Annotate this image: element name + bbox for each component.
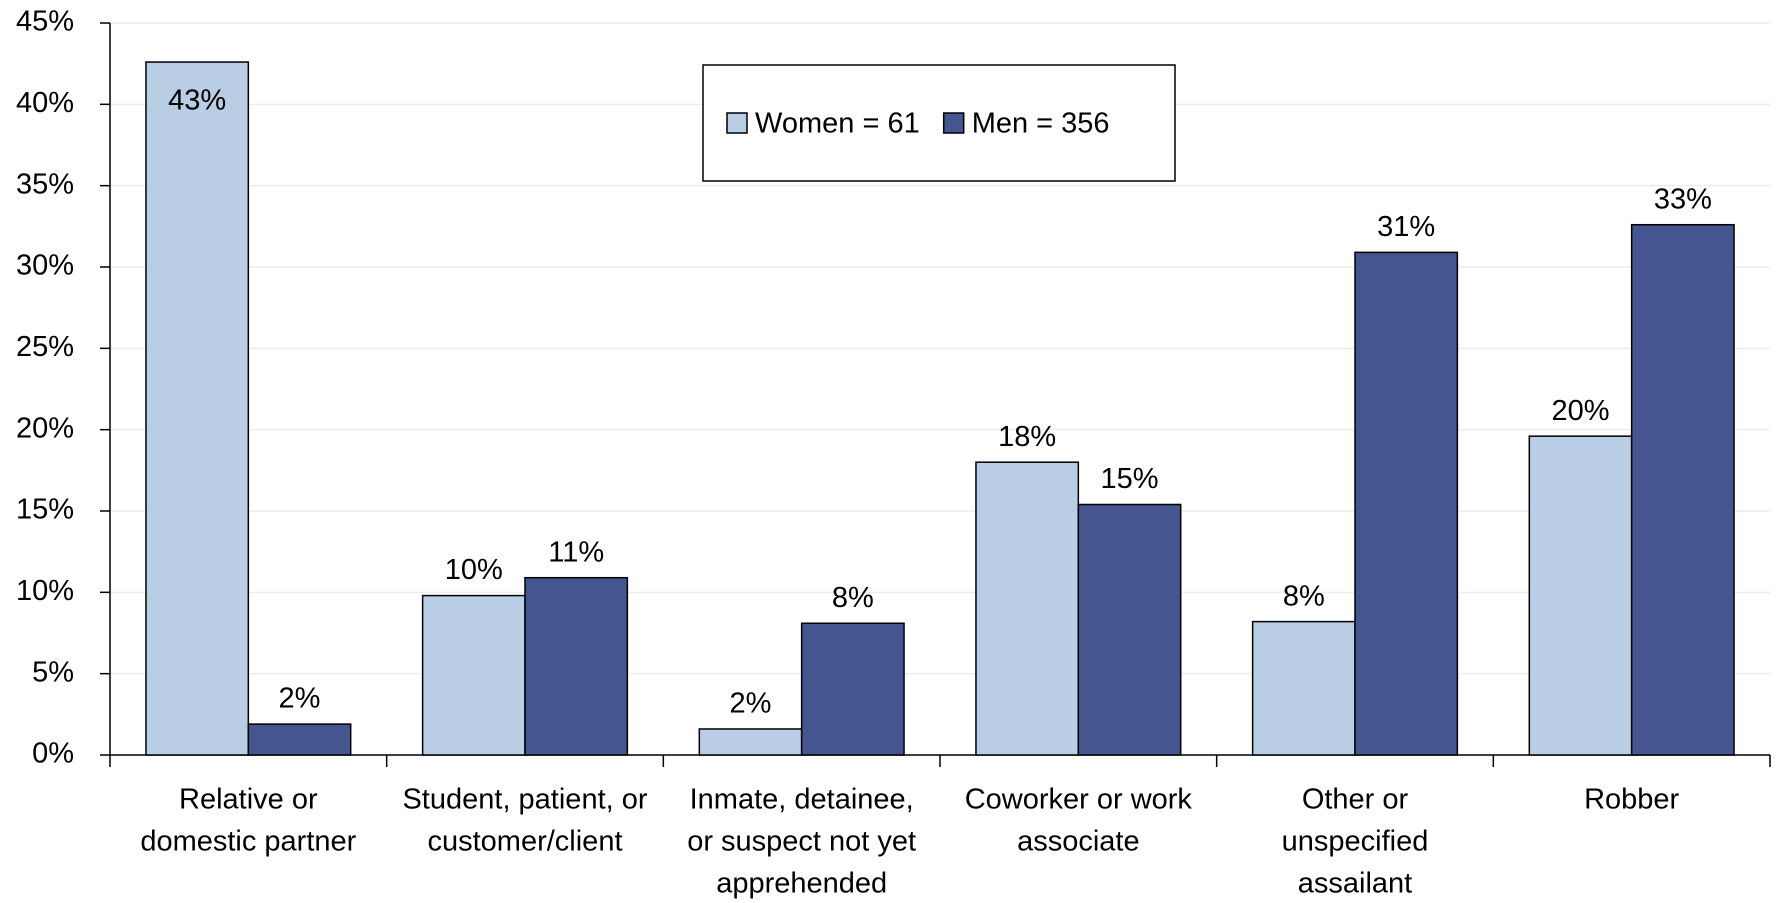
data-label: 11% — [548, 536, 604, 568]
data-label: 31% — [1377, 211, 1435, 243]
bar — [145, 61, 250, 756]
bar — [1354, 251, 1459, 756]
data-label: 18% — [998, 421, 1056, 453]
x-tick-label: Other or — [1302, 784, 1409, 816]
y-tick-label: 40% — [16, 87, 74, 119]
bar — [800, 622, 905, 756]
y-tick-label: 0% — [32, 738, 74, 770]
data-label: 10% — [445, 554, 503, 586]
x-tick-label: or suspect not yet — [687, 826, 916, 858]
x-tick-label: unspecified — [1282, 826, 1429, 858]
x-tick-label: Inmate, detainee, — [690, 784, 914, 816]
y-tick-label: 35% — [16, 168, 74, 200]
bar — [698, 728, 803, 756]
data-label: 8% — [1283, 580, 1325, 612]
x-tick-label: Robber — [1584, 784, 1679, 816]
data-label: 2% — [279, 683, 321, 715]
x-tick-label: Student, patient, or — [402, 784, 647, 816]
bar — [1251, 620, 1356, 756]
legend-box — [702, 64, 1176, 182]
data-label: 43% — [168, 85, 226, 117]
y-tick-label: 5% — [32, 656, 74, 688]
legend-label: Women = 61 — [755, 108, 920, 140]
bar — [1630, 223, 1735, 756]
x-tick-label: Coworker or work — [965, 784, 1193, 816]
legend-swatch — [942, 112, 965, 134]
data-label: 2% — [730, 688, 772, 720]
legend-swatch — [726, 112, 748, 134]
x-tick-label: customer/client — [427, 826, 622, 858]
y-tick-label: 45% — [16, 6, 74, 38]
data-label: 20% — [1551, 395, 1609, 427]
bar — [1528, 435, 1633, 756]
x-tick-label: Relative or — [179, 784, 318, 816]
y-tick-label: 20% — [16, 412, 74, 444]
x-tick-label: associate — [1017, 826, 1140, 858]
y-tick-label: 10% — [16, 575, 74, 607]
bar — [247, 723, 352, 756]
y-tick-label: 30% — [16, 250, 74, 282]
data-label: 33% — [1654, 183, 1712, 215]
x-tick-label: assailant — [1298, 868, 1412, 900]
data-label: 8% — [832, 582, 874, 614]
x-tick-label: domestic partner — [140, 826, 356, 858]
bar — [1077, 503, 1182, 756]
y-tick-label: 25% — [16, 331, 74, 363]
legend-label: Men = 356 — [972, 108, 1110, 140]
data-label: 15% — [1100, 463, 1158, 495]
y-tick-label: 15% — [16, 494, 74, 526]
bar — [524, 576, 629, 756]
bar — [975, 461, 1080, 756]
bar — [421, 594, 526, 756]
x-tick-label: apprehended — [716, 868, 887, 900]
